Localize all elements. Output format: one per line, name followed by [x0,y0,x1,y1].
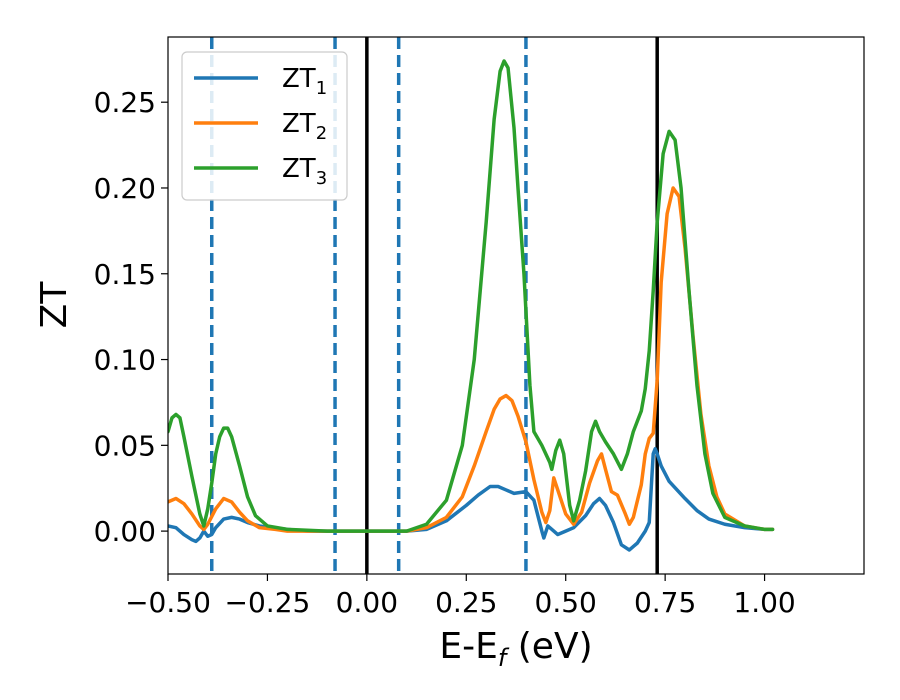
y-tick-label: 0.25 [94,86,156,119]
x-axis-ticks: −0.50 −0.25 0.00 0.25 0.50 0.75 1.00 [125,574,796,619]
x-tick-label: −0.25 [225,586,311,619]
legend-label-3: ZT3 [282,154,327,189]
y-tick-label: 0.00 [94,515,156,548]
x-tick-label: 1.00 [733,586,795,619]
series-line-2 [168,186,775,533]
legend-label-2: ZT2 [282,109,327,144]
x-tick-label: 0.25 [435,586,497,619]
y-axis-ticks: 0.00 0.05 0.10 0.15 0.20 0.25 [94,86,168,548]
legend-label-1: ZT1 [282,64,327,99]
x-tick-label: 0.75 [634,586,696,619]
vertical-markers [209,37,659,574]
x-axis-label: E-Ef (eV) [439,626,592,672]
y-tick-label: 0.05 [94,429,156,462]
x-axis-label-main: E-E [439,626,497,667]
series-line-1 [168,447,775,552]
plot-frame [167,36,865,575]
legend-frame [181,51,348,201]
y-tick-label: 0.20 [94,172,156,205]
series-lines [168,59,775,552]
x-tick-label: −0.50 [125,586,211,619]
legend: ZT1 ZT2 ZT3 [181,51,348,201]
y-tick-label: 0.15 [94,258,156,291]
x-tick-label: 0.00 [336,586,398,619]
y-axis-label: ZT [34,281,75,329]
x-tick-label: 0.50 [535,586,597,619]
y-tick-label: 0.10 [94,344,156,377]
x-axis-label-suffix: (eV) [506,626,592,667]
series-line-3 [168,59,775,533]
